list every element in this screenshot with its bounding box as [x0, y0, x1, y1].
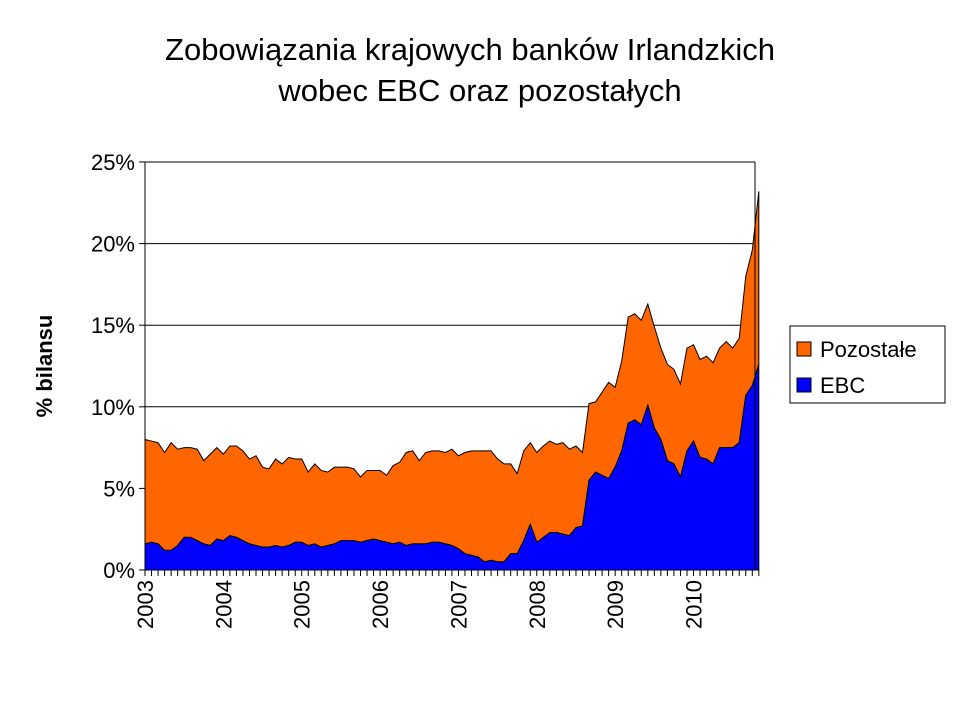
x-tick-label: 2008 [525, 580, 550, 629]
legend-label: Pozostałe [820, 337, 917, 362]
chart-title-line-2: wobec EBC oraz pozostałych [277, 73, 681, 108]
x-tick-label: 2005 [290, 580, 315, 629]
x-tick-label: 2003 [133, 580, 158, 629]
x-tick-label: 2009 [603, 580, 628, 629]
x-tick-label: 2007 [446, 580, 471, 629]
legend-label: EBC [820, 373, 865, 398]
chart-title-line-1: Zobowiązania krajowych banków Irlandzkic… [165, 32, 775, 67]
legend-box [789, 325, 946, 404]
y-axis-label: % bilansu [32, 315, 57, 418]
legend-swatch [796, 341, 812, 357]
x-tick-label: 2010 [682, 580, 707, 629]
y-tick-label: 0% [103, 558, 135, 583]
y-tick-label: 25% [91, 150, 135, 175]
y-tick-label: 15% [91, 313, 135, 338]
y-tick-label: 5% [103, 476, 135, 501]
y-tick-label: 20% [91, 232, 135, 257]
x-tick-label: 2006 [368, 580, 393, 629]
x-tick-label: 2004 [211, 580, 236, 629]
legend-swatch [796, 377, 812, 393]
y-tick-label: 10% [91, 395, 135, 420]
legend: Pozostałe EBC [789, 325, 946, 404]
